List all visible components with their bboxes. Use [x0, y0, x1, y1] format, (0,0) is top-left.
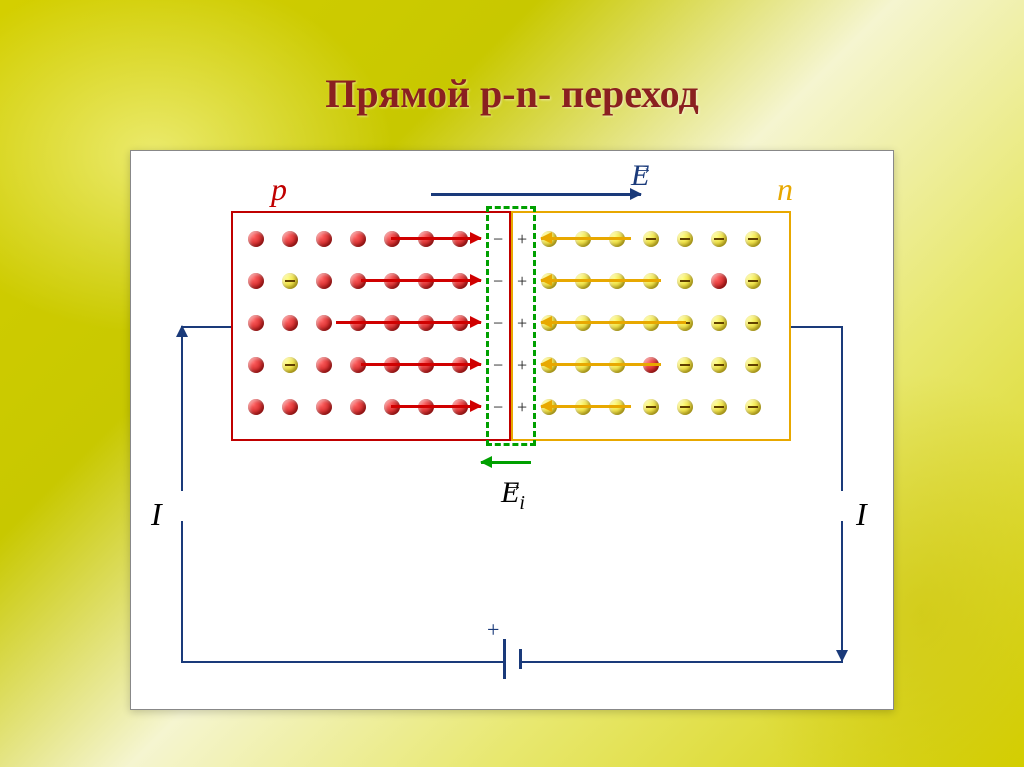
electron-dot — [711, 231, 727, 247]
minority-electron-dot — [282, 357, 298, 373]
hole-dot — [350, 399, 366, 415]
electron-dot — [677, 231, 693, 247]
hole-dot — [316, 273, 332, 289]
electron-drift-arrow — [541, 321, 686, 324]
electron-dot — [643, 231, 659, 247]
minority-hole-dot — [711, 273, 727, 289]
hole-dot — [282, 399, 298, 415]
hole-drift-arrow — [336, 321, 481, 324]
electron-dot — [677, 399, 693, 415]
hole-dot — [248, 315, 264, 331]
external-field-arrow — [431, 193, 641, 196]
electron-dot — [711, 399, 727, 415]
pn-junction-box: −+−+−+−+−+ — [231, 211, 791, 441]
hole-dot — [248, 357, 264, 373]
hole-dot — [316, 315, 332, 331]
battery-positive-plate — [503, 639, 506, 679]
p-region-label: p — [271, 171, 287, 208]
hole-drift-arrow — [361, 279, 481, 282]
hole-dot — [350, 231, 366, 247]
electron-drift-arrow — [541, 405, 631, 408]
electron-drift-arrow — [541, 237, 631, 240]
battery-negative-plate — [519, 649, 522, 669]
hole-dot — [316, 231, 332, 247]
pn-junction-diagram: p n → E −+−+−+−+−+ → Ei I — [131, 151, 893, 709]
depletion-zone — [486, 206, 536, 446]
hole-dot — [248, 231, 264, 247]
electron-dot — [711, 357, 727, 373]
current-label-right: I — [856, 496, 867, 533]
circuit-wire — [181, 521, 183, 661]
current-label-left: I — [151, 496, 162, 533]
circuit-wire — [522, 661, 843, 663]
electron-dot — [745, 231, 761, 247]
slide-title: Прямой p-n- переход — [0, 70, 1024, 117]
circuit-wire — [841, 521, 843, 661]
minority-electron-dot — [282, 273, 298, 289]
hole-dot — [316, 399, 332, 415]
hole-drift-arrow — [391, 237, 481, 240]
battery-plus-sign: + — [487, 617, 499, 643]
electron-dot — [711, 315, 727, 331]
hole-dot — [282, 231, 298, 247]
hole-dot — [248, 399, 264, 415]
electron-dot — [677, 357, 693, 373]
hole-dot — [316, 357, 332, 373]
hole-drift-arrow — [391, 405, 481, 408]
circuit-wire — [791, 326, 843, 328]
circuit-wire — [841, 326, 843, 491]
electron-dot — [745, 315, 761, 331]
n-region-label: n — [777, 171, 793, 208]
hole-drift-arrow — [361, 363, 481, 366]
electron-dot — [745, 399, 761, 415]
electron-dot — [745, 357, 761, 373]
electron-dot — [677, 273, 693, 289]
circuit-wire — [181, 326, 231, 328]
external-field-label: → E — [631, 159, 649, 193]
internal-field-arrow — [481, 461, 531, 464]
circuit-wire — [181, 661, 503, 663]
electron-dot — [643, 399, 659, 415]
circuit-wire — [181, 326, 183, 491]
electron-dot — [745, 273, 761, 289]
electron-drift-arrow — [541, 363, 661, 366]
electron-drift-arrow — [541, 279, 661, 282]
internal-field-label: → Ei — [501, 476, 525, 515]
hole-dot — [282, 315, 298, 331]
hole-dot — [248, 273, 264, 289]
battery-symbol: + — [491, 639, 535, 679]
diagram-panel: p n → E −+−+−+−+−+ → Ei I — [130, 150, 894, 710]
